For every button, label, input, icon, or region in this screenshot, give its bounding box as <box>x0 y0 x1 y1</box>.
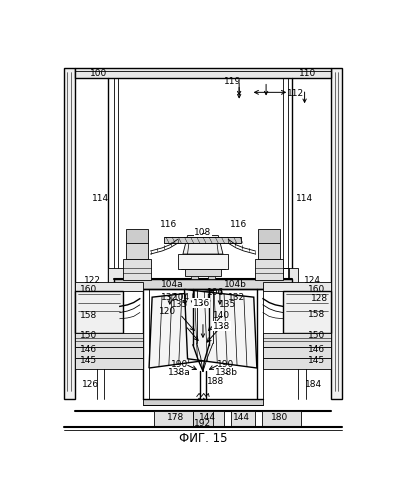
Polygon shape <box>149 290 221 368</box>
Text: 140: 140 <box>213 311 230 320</box>
Bar <box>75 282 143 291</box>
Text: 160: 160 <box>308 285 326 294</box>
Text: 158: 158 <box>308 310 326 318</box>
Text: 122: 122 <box>84 276 101 284</box>
Bar <box>75 68 331 78</box>
Bar <box>75 347 143 358</box>
Text: 160: 160 <box>80 285 98 294</box>
Text: 104b: 104b <box>224 280 247 289</box>
Text: 136: 136 <box>193 299 210 308</box>
Bar <box>263 347 331 358</box>
Text: 188: 188 <box>208 378 225 386</box>
Text: 110: 110 <box>299 70 316 78</box>
Bar <box>75 291 123 334</box>
Text: 135: 135 <box>219 300 236 310</box>
Bar <box>263 334 331 347</box>
Bar <box>262 411 301 426</box>
Text: 158: 158 <box>80 311 98 320</box>
Text: 132: 132 <box>161 292 179 302</box>
Text: 116: 116 <box>230 220 247 230</box>
Text: 180: 180 <box>271 413 289 422</box>
Bar <box>193 411 213 426</box>
Text: 104a: 104a <box>161 280 183 289</box>
Text: 114: 114 <box>296 194 313 203</box>
Text: 116: 116 <box>160 220 177 230</box>
Circle shape <box>263 246 275 258</box>
Bar <box>185 270 221 276</box>
Text: 138a: 138a <box>168 368 190 377</box>
Bar <box>177 254 228 270</box>
Text: 106: 106 <box>208 288 225 297</box>
Bar <box>64 68 75 399</box>
Text: 124: 124 <box>304 276 321 284</box>
Bar <box>75 358 143 369</box>
Text: 100: 100 <box>89 70 107 78</box>
Circle shape <box>265 232 274 241</box>
Bar <box>255 258 283 280</box>
Text: 192: 192 <box>194 419 211 428</box>
Bar <box>331 68 341 399</box>
Bar <box>154 411 193 426</box>
Text: 190: 190 <box>217 360 235 370</box>
Text: 146: 146 <box>308 345 326 354</box>
Text: ФИГ. 15: ФИГ. 15 <box>179 432 227 446</box>
Text: 150: 150 <box>308 331 326 340</box>
Text: 104: 104 <box>173 292 190 302</box>
Bar <box>201 411 224 426</box>
Bar <box>258 244 280 258</box>
Bar <box>123 258 150 280</box>
Bar <box>208 276 215 280</box>
Text: 119: 119 <box>225 77 242 86</box>
Bar <box>75 334 143 347</box>
Bar <box>126 230 147 243</box>
Text: 144: 144 <box>199 413 216 422</box>
Text: 135: 135 <box>171 300 188 310</box>
Text: 146: 146 <box>80 345 97 354</box>
Bar <box>164 237 242 244</box>
Text: 108: 108 <box>194 228 211 237</box>
Text: 184: 184 <box>305 380 322 390</box>
Text: 145: 145 <box>80 356 97 365</box>
Bar <box>143 399 263 405</box>
Text: 138: 138 <box>213 322 230 331</box>
Bar <box>231 411 255 426</box>
Text: 128: 128 <box>311 294 329 303</box>
Polygon shape <box>185 290 257 368</box>
Bar <box>263 282 331 291</box>
Polygon shape <box>108 268 143 287</box>
Bar <box>190 276 198 280</box>
Bar <box>258 230 280 243</box>
Bar <box>283 291 331 334</box>
Text: 190: 190 <box>170 360 188 370</box>
Text: 145: 145 <box>308 356 326 365</box>
Bar <box>263 358 331 369</box>
Circle shape <box>132 232 141 241</box>
Text: 120: 120 <box>159 306 176 316</box>
Bar <box>114 280 292 288</box>
Polygon shape <box>183 236 223 254</box>
Text: 126: 126 <box>82 380 99 390</box>
Text: 132: 132 <box>228 292 246 302</box>
Text: 150: 150 <box>80 331 98 340</box>
Bar <box>126 244 147 258</box>
Text: 114: 114 <box>92 194 109 203</box>
Text: 138b: 138b <box>215 368 238 377</box>
Polygon shape <box>263 268 298 287</box>
Text: 112: 112 <box>287 90 304 98</box>
Text: 178: 178 <box>167 413 184 422</box>
Text: 144: 144 <box>233 413 250 422</box>
Circle shape <box>131 246 143 258</box>
